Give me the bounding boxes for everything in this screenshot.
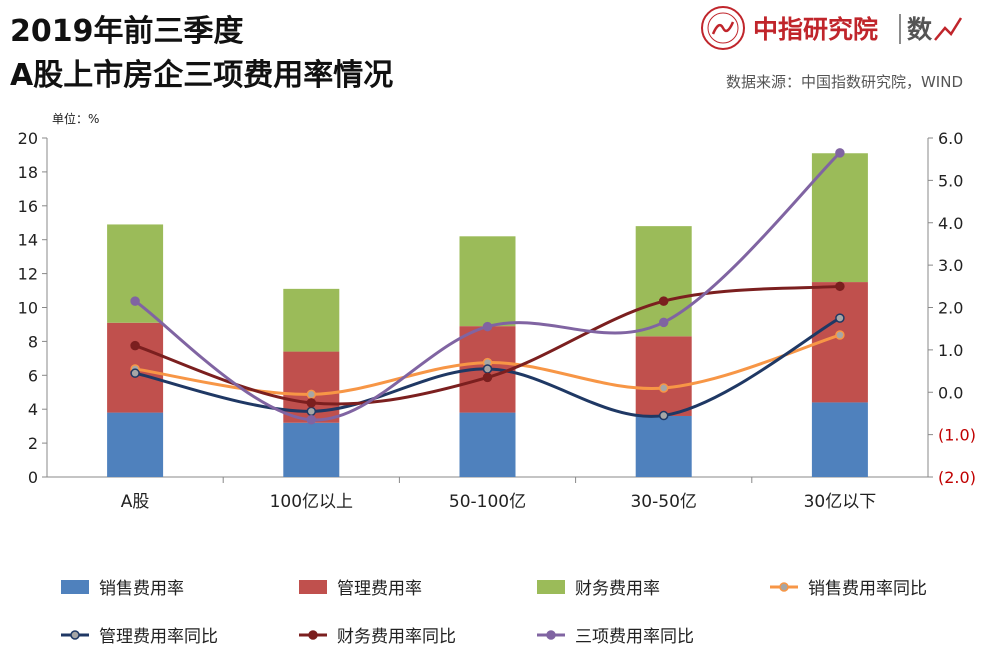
legend-label: 管理费用率 (337, 579, 422, 599)
x-tick-label: 50-100亿 (449, 492, 526, 512)
left-tick-label: 2 (28, 434, 38, 453)
bar (811, 402, 868, 477)
x-tick-label: 30-50亿 (630, 492, 696, 512)
bar (283, 288, 340, 352)
legend-label: 财务费用率同比 (337, 627, 456, 647)
bar (107, 224, 164, 323)
bar (459, 412, 516, 477)
legend-label: 销售费用率 (99, 579, 184, 599)
left-tick-label: 20 (18, 129, 38, 148)
bar (283, 422, 340, 477)
point (306, 415, 317, 425)
right-tick-label: 6.0 (938, 129, 963, 148)
legend-swatch (537, 579, 565, 594)
left-tick-label: 14 (18, 231, 38, 250)
point (658, 410, 669, 421)
logo-seal-inner (707, 12, 739, 44)
point (658, 296, 669, 306)
logo-text: 中指研究院 (753, 15, 878, 44)
point (835, 148, 845, 158)
left-tick-label: 10 (18, 299, 38, 318)
left-tick-label: 12 (18, 265, 38, 284)
legend-label: 三项费用率同比 (575, 627, 694, 647)
logo-tag: 数 (907, 15, 933, 44)
point (130, 296, 140, 306)
legend-swatch (770, 581, 798, 592)
left-tick-label: 18 (18, 163, 38, 182)
bar (459, 236, 516, 327)
legend-item: 管理费用率同比 (61, 622, 218, 647)
left-tick-label: 6 (28, 366, 38, 385)
legend-label: 销售费用率同比 (808, 579, 927, 599)
legend-item: 销售费用率 (61, 574, 184, 599)
legend-swatch (61, 629, 89, 640)
left-tick-label: 0 (28, 468, 38, 487)
right-tick-label: 3.0 (938, 256, 963, 275)
chart-title-line1: 2019年前三季度 (10, 14, 244, 49)
point (130, 340, 140, 351)
right-tick-label: 5.0 (938, 171, 963, 190)
x-tick-label: 100亿以上 (270, 492, 353, 512)
point (306, 406, 317, 417)
logo-graphic: 中指研究院 数 (701, 6, 963, 50)
legend-item: 财务费用率 (537, 574, 660, 599)
point (658, 383, 669, 393)
x-tick-label: A股 (121, 492, 150, 512)
point (482, 321, 493, 332)
right-tick-label: 0.0 (938, 383, 963, 402)
legend-item: 管理费用率 (299, 574, 422, 599)
logo-seal-ring (701, 6, 745, 50)
legend-label: 管理费用率同比 (99, 627, 218, 647)
point (835, 313, 845, 323)
unit-label: 单位：% (52, 112, 100, 126)
point (835, 281, 845, 292)
point (130, 368, 140, 378)
legend-item: 三项费用率同比 (537, 622, 694, 647)
bar (107, 412, 164, 477)
right-tick-label: 4.0 (938, 214, 963, 233)
right-tick-label: 2.0 (938, 299, 963, 318)
x-tick-label: 30亿以下 (804, 492, 877, 512)
right-tick-label: (2.0) (938, 468, 976, 487)
right-tick-label: 1.0 (938, 341, 963, 360)
right-tick-label: (1.0) (938, 426, 976, 445)
legend-item: 财务费用率同比 (299, 622, 456, 647)
logo: 中指研究院 数 (693, 4, 983, 52)
legend-swatch (299, 579, 327, 594)
legend-swatch (61, 579, 89, 594)
legend-label: 财务费用率 (575, 579, 660, 599)
point (482, 372, 493, 383)
point (835, 330, 845, 340)
point (482, 364, 493, 374)
logo-arrow-icon (934, 17, 963, 41)
left-tick-label: 8 (28, 332, 38, 351)
legend-swatch (537, 629, 565, 640)
bar (635, 336, 692, 416)
chart-title-line2: A股上市房企三项费用率情况 (10, 58, 394, 93)
data-source: 数据来源：中国指数研究院，WIND (725, 73, 963, 91)
left-tick-label: 16 (18, 197, 38, 216)
point (306, 398, 317, 408)
legend-swatch (299, 629, 327, 640)
point (658, 317, 669, 328)
bar (635, 415, 692, 477)
logo-seal-mark (711, 21, 735, 35)
left-tick-label: 4 (28, 400, 38, 419)
legend-item: 销售费用率同比 (770, 574, 927, 599)
chart-area: 0 2 4 6 8 10 12 14 16 18 20 (2.0) (1.0) 0.0 1.0 2.0 3.0 4… (18, 129, 976, 512)
point (306, 389, 317, 400)
